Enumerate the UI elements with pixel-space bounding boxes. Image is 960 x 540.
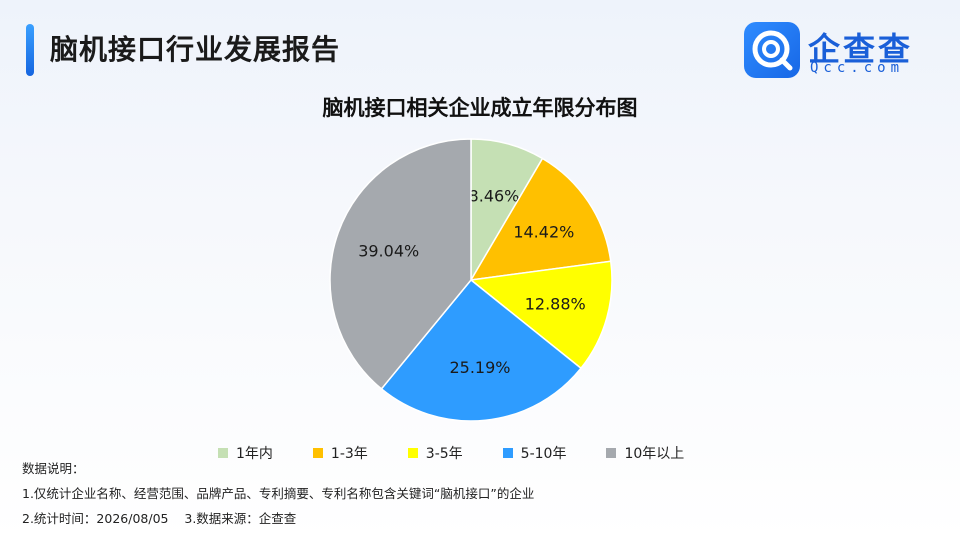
pie-slice-5 (329, 138, 472, 390)
pie-slice-4 (380, 278, 583, 422)
legend-label: 1年内 (236, 446, 273, 462)
notes-line-2: 2.统计时间：2026/08/05 3.数据来源：企查查 (22, 511, 297, 526)
pie-slice-label-3: 12.88% (525, 294, 586, 313)
legend-item-3: 3-5年 (407, 443, 463, 463)
legend-label: 3-5年 (425, 446, 463, 462)
pie-slice-label-4: 25.19% (449, 358, 510, 377)
pie-slice-label-1: 8.46% (469, 187, 520, 206)
legend-swatch (312, 448, 323, 458)
legend-swatch (502, 448, 513, 458)
data-notes: 数据说明： 1.仅统计企业名称、经营范围、品牌产品、专利摘要、专利名称包含关键词… (22, 456, 534, 531)
legend-item-1: 1年内 (218, 443, 273, 463)
legend-item-4: 5-10年 (502, 443, 567, 463)
legend-swatch (606, 448, 617, 458)
legend-item-2: 1-3年 (312, 443, 368, 463)
title-accent-bar (26, 24, 34, 76)
qcc-logo-icon (744, 22, 800, 78)
legend-label: 5-10年 (520, 446, 567, 462)
notes-line-1: 1.仅统计企业名称、经营范围、品牌产品、专利摘要、专利名称包含关键词“脑机接口”… (22, 486, 535, 501)
logo-name: 企查查 (808, 30, 914, 68)
notes-heading: 数据说明： (22, 461, 85, 476)
legend-label: 1-3年 (330, 446, 368, 462)
legend-item-5: 10年以上 (606, 443, 684, 463)
logo-domain: Qcc.com (810, 60, 905, 76)
legend-label: 10年以上 (624, 446, 685, 462)
report-title: 脑机接口行业发展报告 (50, 33, 341, 66)
pie-slice-2 (469, 157, 612, 281)
chart-title: 脑机接口相关企业成立年限分布图 (322, 96, 638, 120)
pie-slice-label-5: 39.04% (358, 242, 419, 261)
qcc-logo: 企查查 Qcc.com (744, 22, 934, 80)
legend-swatch (407, 448, 418, 458)
chart-legend: 1年内 1-3年 3-5年 5-10年 10年以上 (218, 443, 724, 463)
pie-slice-3 (469, 260, 613, 370)
pie-slice-label-2: 14.42% (513, 223, 574, 242)
legend-swatch (218, 448, 228, 458)
